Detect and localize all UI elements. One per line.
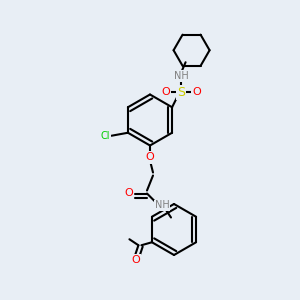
Text: O: O bbox=[161, 87, 170, 97]
Text: Cl: Cl bbox=[101, 131, 110, 141]
Text: O: O bbox=[124, 188, 134, 199]
Text: NH: NH bbox=[154, 200, 169, 211]
Text: S: S bbox=[177, 86, 185, 99]
Text: NH: NH bbox=[174, 71, 188, 81]
Text: O: O bbox=[192, 87, 201, 97]
Text: O: O bbox=[131, 255, 140, 265]
Text: O: O bbox=[146, 152, 154, 163]
